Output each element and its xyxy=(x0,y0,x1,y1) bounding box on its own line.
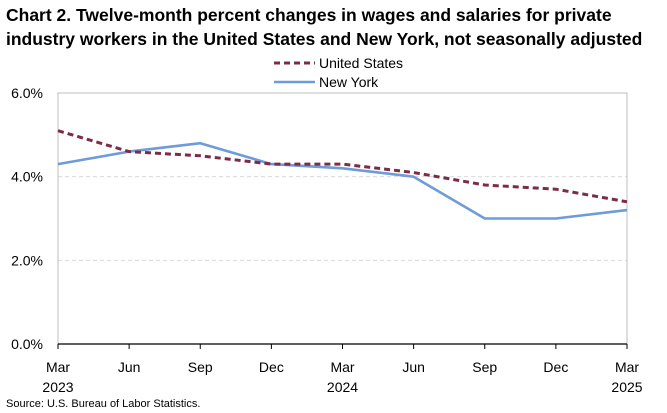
source-note: Source: U.S. Bureau of Labor Statistics. xyxy=(6,398,201,410)
axes: 0.0% 2.0% 4.0% 6.0% Mar 2023 Jun Sep Dec Mar 2024 J… xyxy=(11,85,643,395)
x-tick-label: Dec xyxy=(543,359,568,375)
legend-label: New York xyxy=(319,74,379,90)
y-tick-label: 4.0% xyxy=(11,169,43,185)
series-line-new-york xyxy=(57,141,628,220)
series-line-united-states xyxy=(57,129,628,204)
series xyxy=(57,129,628,220)
x-tick-label: Jun xyxy=(118,359,141,375)
x-tick-label: Jun xyxy=(402,359,425,375)
x-tick-label: 2025 xyxy=(611,379,642,395)
chart-title: Chart 2. Twelve-month percent changes in… xyxy=(6,5,643,49)
y-tick-label: 6.0% xyxy=(11,85,43,101)
x-tick-label: 2023 xyxy=(42,379,73,395)
x-tick-label: Mar xyxy=(330,359,354,375)
x-tick-label: 2024 xyxy=(327,379,358,395)
x-tick-label: Mar xyxy=(46,359,70,375)
legend-label: United States xyxy=(319,55,403,71)
legend: United States New York xyxy=(274,55,403,90)
gridlines xyxy=(58,176,627,261)
x-tick-label: Mar xyxy=(615,359,639,375)
x-tick-label: Sep xyxy=(188,359,213,375)
y-tick-label: 2.0% xyxy=(11,252,43,268)
x-tick-label: Sep xyxy=(472,359,497,375)
y-tick-label: 0.0% xyxy=(11,336,43,352)
x-tick-label: Dec xyxy=(259,359,284,375)
